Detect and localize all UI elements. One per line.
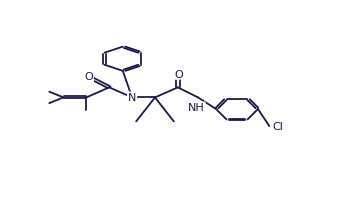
Text: O: O bbox=[85, 72, 93, 82]
Text: O: O bbox=[175, 70, 184, 80]
Text: Cl: Cl bbox=[272, 121, 283, 131]
Text: N: N bbox=[128, 93, 136, 103]
Text: NH: NH bbox=[188, 103, 205, 112]
